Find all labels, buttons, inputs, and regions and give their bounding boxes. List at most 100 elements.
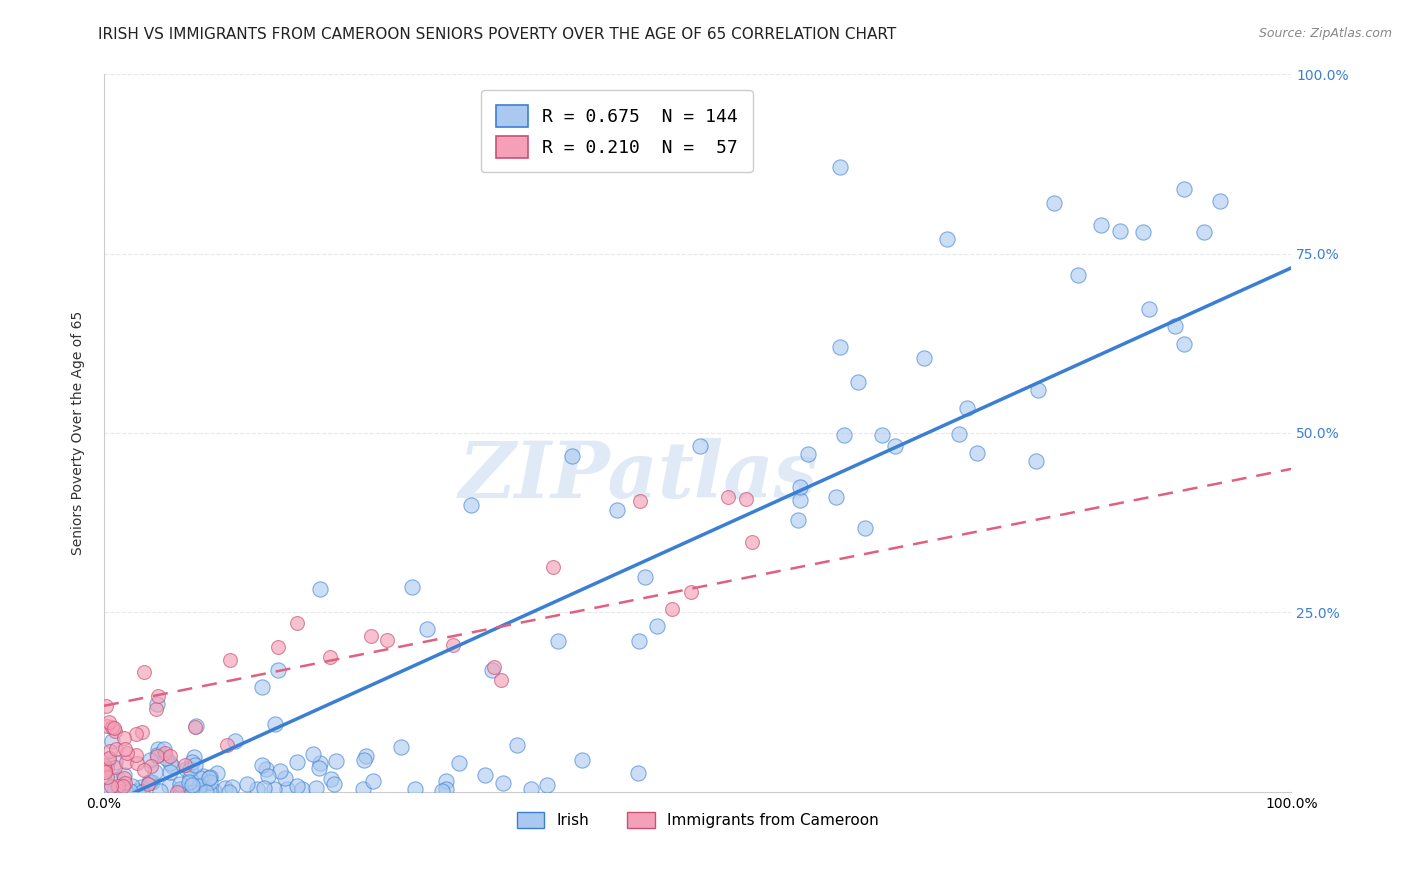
Point — [441, 639, 464, 653]
Point — [647, 618, 669, 632]
Point — [131, 785, 153, 799]
Point — [198, 775, 221, 789]
Point — [689, 439, 711, 453]
Point — [274, 771, 297, 785]
Point — [187, 779, 209, 793]
Point — [561, 449, 583, 463]
Point — [884, 439, 907, 453]
Point — [181, 778, 204, 792]
Point — [131, 725, 153, 739]
Point — [177, 775, 200, 789]
Point — [352, 781, 374, 796]
Point — [285, 779, 308, 793]
Point — [112, 771, 135, 785]
Point — [132, 763, 155, 777]
Point — [184, 758, 207, 772]
Text: IRISH VS IMMIGRANTS FROM CAMEROON SENIORS POVERTY OVER THE AGE OF 65 CORRELATION: IRISH VS IMMIGRANTS FROM CAMEROON SENIOR… — [98, 27, 897, 42]
Point — [143, 764, 166, 779]
Point — [96, 761, 118, 775]
Point — [506, 738, 529, 752]
Point — [375, 633, 398, 648]
Point — [157, 779, 180, 793]
Point — [104, 773, 127, 788]
Point — [547, 633, 569, 648]
Point — [207, 765, 229, 780]
Point — [194, 785, 217, 799]
Point — [236, 777, 259, 791]
Point — [118, 783, 141, 797]
Point — [263, 782, 285, 797]
Point — [1192, 225, 1215, 239]
Point — [169, 781, 191, 796]
Point — [139, 774, 162, 789]
Point — [269, 764, 291, 778]
Point — [97, 753, 120, 767]
Point — [217, 738, 239, 752]
Point — [169, 782, 191, 797]
Point — [104, 760, 127, 774]
Point — [105, 742, 128, 756]
Point — [132, 665, 155, 679]
Point — [198, 784, 221, 798]
Point — [741, 534, 763, 549]
Point — [301, 747, 323, 762]
Point — [956, 401, 979, 415]
Point — [98, 780, 121, 795]
Point — [389, 739, 412, 754]
Point — [155, 751, 177, 765]
Point — [322, 777, 344, 791]
Point — [256, 769, 278, 783]
Point — [319, 650, 342, 665]
Point — [159, 749, 181, 764]
Point — [93, 757, 115, 772]
Point — [127, 784, 149, 798]
Point — [266, 663, 288, 677]
Point — [717, 490, 740, 504]
Point — [276, 782, 298, 797]
Point — [1090, 218, 1112, 232]
Point — [627, 765, 650, 780]
Point — [146, 749, 169, 764]
Point — [145, 697, 167, 711]
Point — [291, 781, 314, 796]
Point — [305, 781, 328, 796]
Point — [250, 680, 273, 694]
Point — [870, 427, 893, 442]
Point — [415, 623, 437, 637]
Point — [846, 376, 869, 390]
Point — [100, 779, 122, 793]
Point — [285, 756, 308, 770]
Point — [172, 784, 194, 798]
Point — [325, 754, 347, 768]
Point — [94, 763, 117, 777]
Point — [936, 232, 959, 246]
Point — [246, 781, 269, 796]
Point — [98, 751, 121, 765]
Point — [481, 664, 503, 678]
Point — [628, 494, 651, 508]
Point — [353, 753, 375, 767]
Y-axis label: Seniors Poverty Over the Age of 65: Seniors Poverty Over the Age of 65 — [72, 311, 86, 555]
Point — [107, 780, 129, 794]
Point — [434, 782, 457, 797]
Point — [853, 521, 876, 535]
Point — [966, 446, 988, 460]
Point — [107, 772, 129, 786]
Point — [1025, 454, 1047, 468]
Point — [250, 757, 273, 772]
Point — [309, 582, 332, 596]
Point — [112, 768, 135, 782]
Point — [94, 699, 117, 714]
Point — [125, 748, 148, 763]
Point — [571, 753, 593, 767]
Point — [159, 756, 181, 771]
Point — [112, 779, 135, 793]
Point — [536, 778, 558, 792]
Point — [183, 721, 205, 735]
Point — [186, 719, 208, 733]
Point — [114, 742, 136, 756]
Point — [308, 756, 330, 771]
Point — [221, 780, 243, 794]
Point — [146, 742, 169, 756]
Point — [129, 780, 152, 795]
